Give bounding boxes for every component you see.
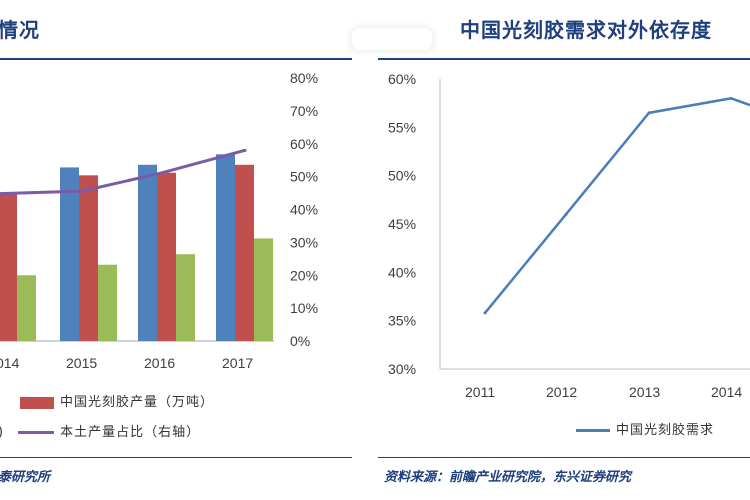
right-y-tick-6: 60% — [388, 71, 416, 87]
left-chart-title: 情况 — [0, 18, 40, 42]
right-chart-panel: 中国光刻胶需求对外依存度 30% 35% 40% 45% 50% 55% 60% 2011 20… — [368, 0, 750, 500]
left-x-tick-2015: 2015 — [66, 355, 97, 371]
blue-line-swatch — [576, 429, 610, 432]
purple-swatch — [18, 431, 55, 434]
right-y-tick-3: 45% — [388, 216, 416, 232]
red-swatch — [20, 396, 54, 409]
left-line-point-2015 — [80, 189, 84, 193]
left-source: 泰研究所 — [0, 470, 51, 485]
left-x-tick-2016: 2016 — [144, 355, 175, 371]
left-y2-tick-8: 80% — [290, 70, 318, 86]
left-line-point-2017 — [243, 148, 247, 152]
right-x-tick-2011: 2011 — [465, 384, 495, 400]
bar-green-2016 — [176, 254, 195, 341]
left-y2-tick-6: 60% — [290, 136, 318, 152]
bar-red-2015 — [79, 175, 98, 341]
right-line-point-2011 — [483, 311, 487, 315]
right-chart-title: 中国光刻胶需求对外依存度 — [460, 18, 712, 42]
image-smudge — [352, 28, 432, 50]
bar-red-2014 — [0, 193, 17, 341]
right-legend-blue: 中国光刻胶需求 — [576, 419, 714, 438]
left-title-rule — [0, 58, 352, 60]
right-line-chart: 30% 35% 40% 45% 50% 55% 60% 2011 2012 2013 2014 — [388, 71, 750, 400]
left-legend-red: 中国光刻胶产量（万吨） — [20, 391, 214, 410]
left-y2-tick-2: 20% — [290, 267, 318, 283]
right-line-series — [484, 97, 750, 314]
right-y-tick-2: 40% — [388, 264, 416, 280]
left-x-tick-2017: 2017 — [222, 355, 253, 371]
right-x-tick-2014: 2014 — [711, 384, 742, 400]
right-x-tick-2013: 2013 — [629, 384, 660, 400]
right-legend-blue-label: 中国光刻胶需求 — [616, 423, 715, 438]
left-y2-tick-7: 70% — [290, 103, 318, 119]
right-source-rule — [378, 457, 750, 458]
left-y2-tick-5: 50% — [290, 169, 318, 185]
bar-blue-2015 — [60, 167, 79, 341]
right-y-tick-0: 30% — [388, 361, 416, 377]
right-line-point-2013 — [647, 111, 651, 115]
left-y2-tick-1: 10% — [290, 300, 318, 316]
right-y-tick-4: 50% — [388, 168, 416, 184]
bar-blue-2017 — [216, 154, 235, 341]
left-chart-panel: 情况 014 2015 2016 2017 0% 10% 20% 30% 40% 50% 60% 70… — [0, 0, 360, 500]
left-legend-red-label: 中国光刻胶产量（万吨） — [60, 395, 215, 410]
right-source: 资料来源：前瞻产业研究院，东兴证券研究 — [384, 470, 632, 485]
bar-blue-2016 — [138, 164, 157, 341]
right-y-tick-1: 35% — [388, 313, 416, 329]
bar-green-2017 — [254, 238, 273, 341]
left-legend-purple: ) 本土产量占比（右轴） — [0, 421, 200, 440]
left-line-point-2016 — [158, 171, 162, 175]
left-legend-purple-prefix: ) — [0, 425, 4, 440]
left-bar-chart: 014 2015 2016 2017 0% 10% 20% 30% 40% 50% 60% 70% 80… — [0, 70, 318, 371]
bar-red-2017 — [235, 164, 254, 341]
bar-red-2016 — [157, 172, 176, 341]
left-y2-tick-4: 40% — [290, 202, 318, 218]
left-x-tick-2014: 014 — [0, 355, 20, 371]
left-line-series — [0, 148, 246, 196]
right-title-rule — [378, 58, 750, 60]
left-y2-tick-0: 0% — [290, 333, 310, 349]
bar-green-2014 — [17, 275, 36, 341]
bar-green-2015 — [98, 264, 117, 341]
left-y2-tick-3: 30% — [290, 234, 318, 250]
left-source-rule — [0, 457, 352, 458]
right-x-tick-2012: 2012 — [546, 384, 577, 400]
right-line-point-2014 — [729, 96, 733, 100]
right-y-tick-5: 55% — [388, 119, 416, 135]
right-line-point-2012 — [564, 212, 568, 216]
left-legend-purple-label: 本土产量占比（右轴） — [60, 425, 201, 440]
